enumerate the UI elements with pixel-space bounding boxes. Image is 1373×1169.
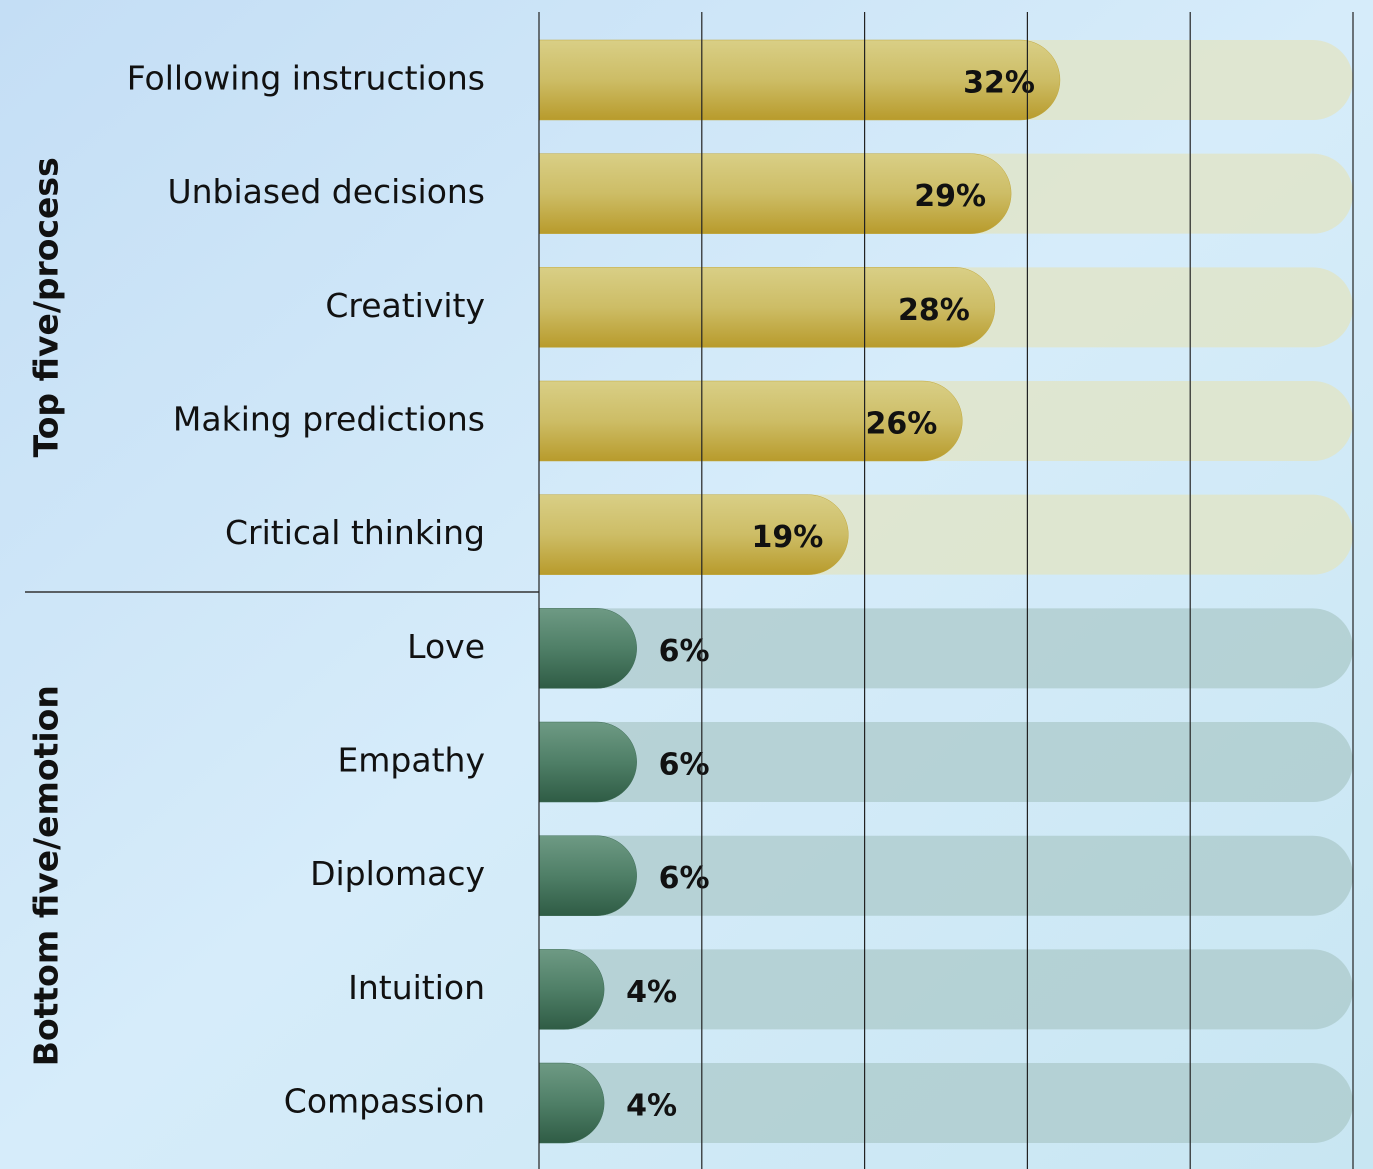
bar-track (539, 722, 1353, 803)
bar (538, 39, 1061, 121)
bar (538, 949, 605, 1030)
value-label: 28% (898, 293, 970, 328)
category-label: Following instructions (127, 59, 485, 98)
category-label: Critical thinking (225, 513, 485, 552)
value-label: 4% (626, 975, 677, 1010)
value-label: 6% (659, 861, 710, 896)
bar (538, 721, 637, 803)
value-label: 6% (659, 634, 710, 669)
bar (538, 153, 1012, 234)
bar (538, 608, 637, 689)
category-label: Empathy (337, 741, 485, 780)
category-label: Diplomacy (310, 854, 485, 893)
bar-track (539, 608, 1353, 689)
bar (538, 267, 996, 348)
category-label: Compassion (284, 1082, 485, 1121)
category-label: Unbiased decisions (167, 172, 485, 211)
bar-track (539, 1063, 1353, 1144)
bar-track (539, 949, 1353, 1030)
group-label: Bottom five/emotion (27, 685, 66, 1066)
value-label: 19% (752, 520, 824, 555)
category-label: Love (407, 627, 485, 666)
value-label: 6% (659, 748, 710, 783)
bar (538, 380, 963, 462)
value-label: 32% (963, 66, 1035, 101)
bar (538, 1062, 605, 1144)
category-label: Intuition (348, 968, 485, 1007)
bar-track (539, 835, 1353, 916)
value-label: 29% (914, 179, 986, 214)
category-label: Creativity (325, 286, 485, 325)
bar (538, 835, 637, 916)
bar (538, 494, 849, 575)
category-label: Making predictions (173, 400, 485, 439)
value-label: 4% (626, 1089, 677, 1124)
value-label: 26% (865, 407, 937, 442)
group-label: Top five/process (27, 157, 66, 457)
